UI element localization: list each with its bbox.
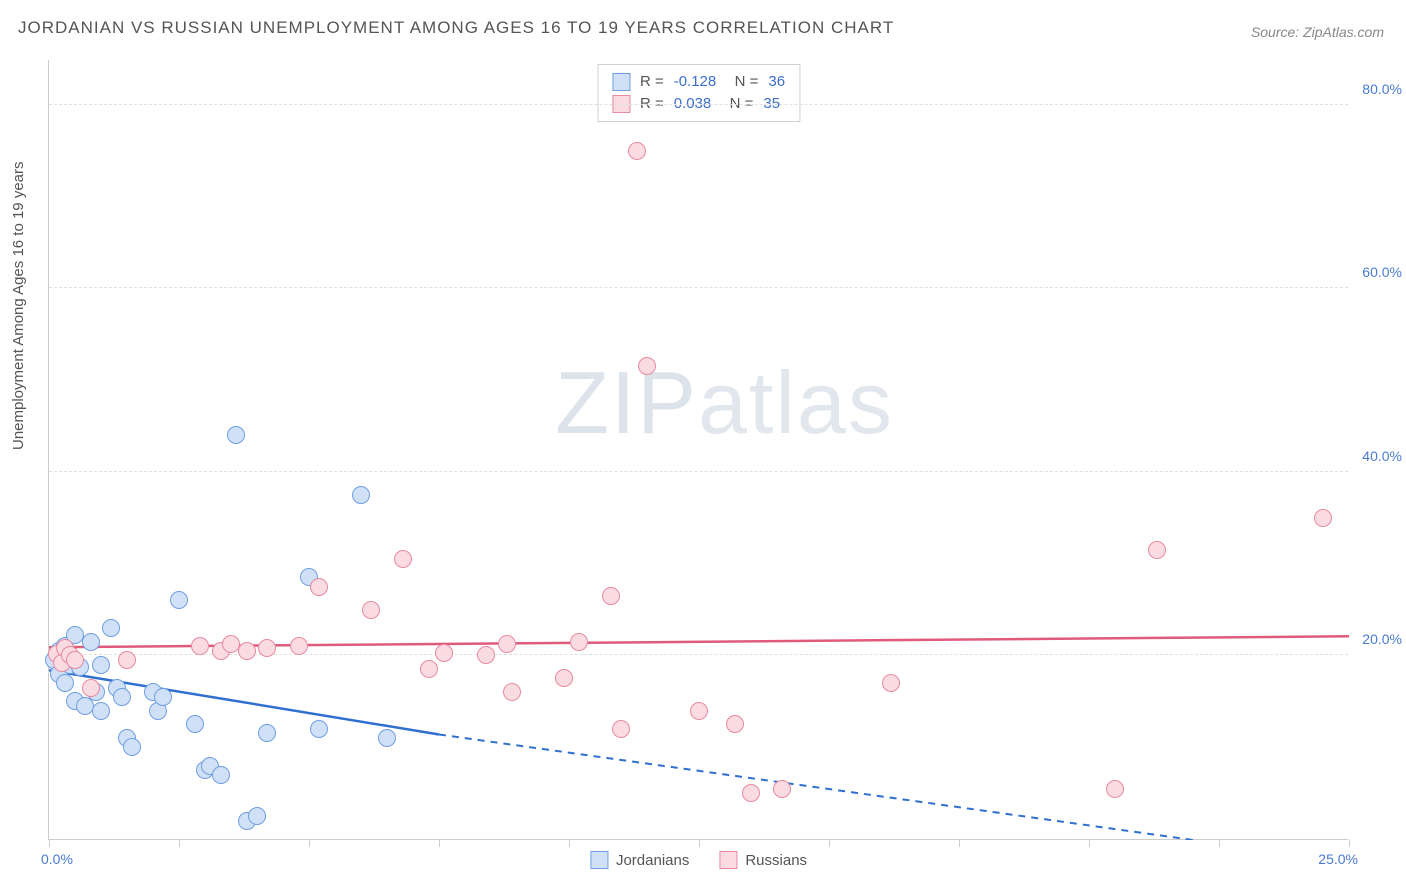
scatter-point bbox=[498, 635, 516, 653]
plot-area: ZIPatlas R = -0.128 N = 36R = 0.038 N = … bbox=[48, 60, 1348, 840]
scatter-point bbox=[477, 646, 495, 664]
scatter-point bbox=[1314, 509, 1332, 527]
x-tick-label: 0.0% bbox=[41, 851, 73, 867]
scatter-point bbox=[92, 656, 110, 674]
series-legend: Jordanians Russians bbox=[590, 851, 807, 869]
x-tick bbox=[569, 839, 570, 847]
scatter-point bbox=[394, 550, 412, 568]
scatter-point bbox=[118, 651, 136, 669]
scatter-point bbox=[773, 780, 791, 798]
scatter-point bbox=[258, 639, 276, 657]
watermark-thin: atlas bbox=[698, 353, 894, 452]
scatter-point bbox=[186, 715, 204, 733]
legend-swatch bbox=[590, 851, 608, 869]
legend-item: Russians bbox=[719, 851, 807, 869]
legend-swatch bbox=[719, 851, 737, 869]
scatter-point bbox=[435, 644, 453, 662]
correlation-legend: R = -0.128 N = 36R = 0.038 N = 35 bbox=[597, 64, 800, 122]
scatter-point bbox=[66, 651, 84, 669]
scatter-point bbox=[362, 601, 380, 619]
legend-item: Jordanians bbox=[590, 851, 689, 869]
corr-r-value: -0.128 bbox=[674, 71, 717, 93]
scatter-point bbox=[102, 619, 120, 637]
scatter-point bbox=[503, 683, 521, 701]
scatter-point bbox=[612, 720, 630, 738]
scatter-point bbox=[420, 660, 438, 678]
x-tick bbox=[1219, 839, 1220, 847]
scatter-point bbox=[113, 688, 131, 706]
x-tick bbox=[49, 839, 50, 847]
x-tick bbox=[959, 839, 960, 847]
scatter-point bbox=[602, 587, 620, 605]
gridline bbox=[49, 104, 1348, 105]
scatter-point bbox=[248, 807, 266, 825]
legend-swatch bbox=[612, 73, 630, 91]
y-tick-label: 40.0% bbox=[1362, 448, 1402, 464]
scatter-point bbox=[238, 642, 256, 660]
gridline bbox=[49, 471, 1348, 472]
scatter-point bbox=[258, 724, 276, 742]
x-tick bbox=[699, 839, 700, 847]
y-tick-label: 60.0% bbox=[1362, 264, 1402, 280]
x-tick bbox=[1089, 839, 1090, 847]
scatter-point bbox=[555, 669, 573, 687]
x-tick bbox=[829, 839, 830, 847]
y-axis-label: Unemployment Among Ages 16 to 19 years bbox=[10, 161, 27, 450]
scatter-point bbox=[882, 674, 900, 692]
trendline-dashed bbox=[439, 734, 1193, 840]
x-tick-label: 25.0% bbox=[1318, 851, 1358, 867]
scatter-point bbox=[191, 637, 209, 655]
scatter-point bbox=[82, 679, 100, 697]
legend-label: Russians bbox=[745, 852, 807, 869]
scatter-point bbox=[378, 729, 396, 747]
corr-legend-row: R = -0.128 N = 36 bbox=[612, 71, 785, 93]
y-tick-label: 20.0% bbox=[1362, 631, 1402, 647]
scatter-point bbox=[310, 578, 328, 596]
gridline bbox=[49, 287, 1348, 288]
scatter-point bbox=[628, 142, 646, 160]
scatter-point bbox=[742, 784, 760, 802]
scatter-point bbox=[690, 702, 708, 720]
scatter-point bbox=[56, 674, 74, 692]
x-tick bbox=[1349, 839, 1350, 847]
watermark-bold: ZIP bbox=[555, 353, 698, 452]
scatter-point bbox=[212, 766, 230, 784]
x-tick bbox=[309, 839, 310, 847]
scatter-point bbox=[290, 637, 308, 655]
scatter-point bbox=[82, 633, 100, 651]
x-tick bbox=[179, 839, 180, 847]
trendline-solid bbox=[49, 670, 439, 734]
scatter-point bbox=[170, 591, 188, 609]
scatter-point bbox=[92, 702, 110, 720]
scatter-point bbox=[352, 486, 370, 504]
scatter-point bbox=[726, 715, 744, 733]
scatter-point bbox=[310, 720, 328, 738]
legend-label: Jordanians bbox=[616, 852, 689, 869]
chart-title: JORDANIAN VS RUSSIAN UNEMPLOYMENT AMONG … bbox=[18, 18, 894, 38]
trendlines-svg bbox=[49, 60, 1349, 840]
y-tick-label: 80.0% bbox=[1362, 81, 1402, 97]
scatter-point bbox=[154, 688, 172, 706]
x-tick bbox=[439, 839, 440, 847]
scatter-point bbox=[123, 738, 141, 756]
scatter-point bbox=[570, 633, 588, 651]
watermark: ZIPatlas bbox=[555, 352, 894, 454]
scatter-point bbox=[1148, 541, 1166, 559]
corr-n-value: 36 bbox=[768, 71, 785, 93]
scatter-point bbox=[227, 426, 245, 444]
scatter-point bbox=[1106, 780, 1124, 798]
corr-n-label: N = bbox=[726, 71, 758, 93]
corr-r-label: R = bbox=[640, 71, 664, 93]
source-attribution: Source: ZipAtlas.com bbox=[1251, 24, 1384, 40]
scatter-point bbox=[638, 357, 656, 375]
